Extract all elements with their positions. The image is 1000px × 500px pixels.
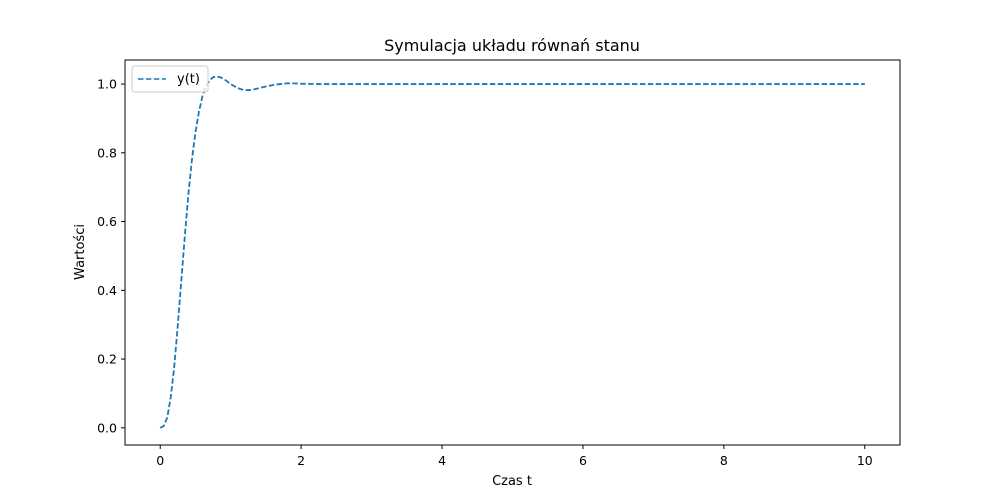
chart-title: Symulacja układu równań stanu [384,36,640,55]
series-layer [159,75,865,429]
x-axis-ticks: 0 2 4 6 8 10 [156,445,873,468]
legend-box [131,65,209,93]
x-tick-label: 0 [156,453,164,468]
x-axis-label: Czas t [492,474,532,489]
legend: y(t) [131,65,209,93]
plot-frame [124,59,901,446]
y-tick-label: 0.2 [97,352,117,367]
y-axis-label: Wartości [73,224,88,280]
y-tick-label: 0.4 [97,283,117,298]
legend-label-y: y(t) [177,72,200,87]
y-tick-label: 0.8 [97,145,117,160]
x-tick-label: 10 [857,453,873,468]
series-line-y [159,75,865,429]
x-tick-label: 2 [297,453,305,468]
x-tick-label: 4 [438,453,446,468]
y-tick-label: 0.6 [97,214,117,229]
x-tick-label: 6 [579,453,587,468]
y-tick-label: 1.0 [97,77,117,92]
y-tick-label: 0.0 [97,420,117,435]
plot-area [124,59,901,446]
x-tick-label: 8 [720,453,728,468]
y-axis-ticks: 0.0 0.2 0.4 0.6 0.8 1.0 [97,77,125,435]
